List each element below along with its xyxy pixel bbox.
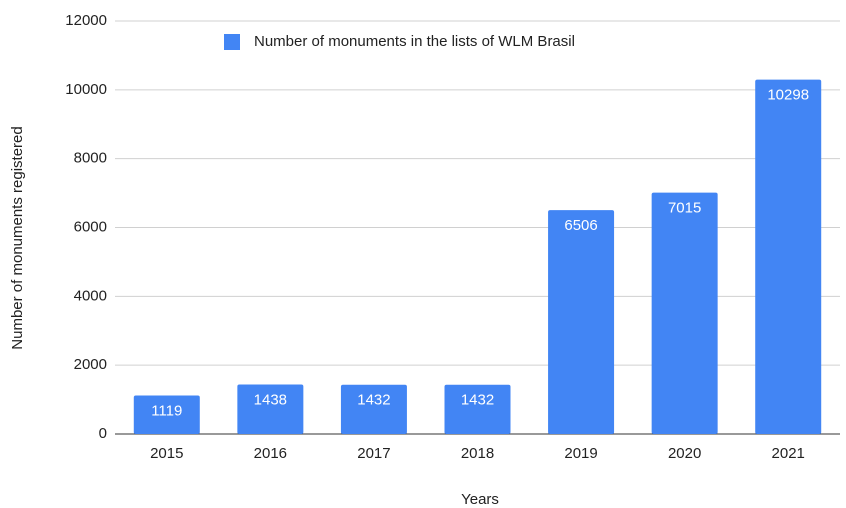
x-tick-label: 2016 (254, 445, 287, 462)
y-tick-label: 2000 (74, 356, 107, 373)
bar (651, 192, 718, 434)
x-axis-label: Years (461, 491, 499, 508)
x-tick-label: 2015 (150, 445, 183, 462)
bar (133, 395, 200, 434)
x-tick-label: 2017 (357, 445, 390, 462)
bar (548, 210, 615, 434)
bar (755, 79, 822, 435)
y-tick-label: 8000 (74, 150, 107, 167)
bar (444, 384, 511, 434)
y-tick-label: 0 (99, 425, 107, 442)
y-tick-label: 6000 (74, 218, 107, 235)
x-tick-label: 2018 (461, 445, 494, 462)
x-tick-label: 2021 (772, 445, 805, 462)
data-label: 1432 (357, 392, 390, 409)
bar (340, 384, 407, 434)
legend-label: Number of monuments in the lists of WLM … (254, 33, 575, 50)
data-label: 1438 (254, 391, 287, 408)
data-label: 1119 (151, 402, 182, 419)
data-label: 6506 (564, 217, 597, 234)
data-label: 1432 (461, 392, 494, 409)
y-axis-label: Number of monuments registered (9, 126, 26, 349)
data-label: 7015 (668, 200, 701, 217)
bar (237, 384, 304, 434)
y-tick-label: 12000 (65, 12, 107, 29)
legend-swatch (224, 34, 240, 50)
x-tick-label: 2020 (668, 445, 701, 462)
y-tick-label: 4000 (74, 287, 107, 304)
y-tick-label: 10000 (65, 81, 107, 98)
x-tick-label: 2019 (564, 445, 597, 462)
data-label: 10298 (767, 87, 809, 104)
